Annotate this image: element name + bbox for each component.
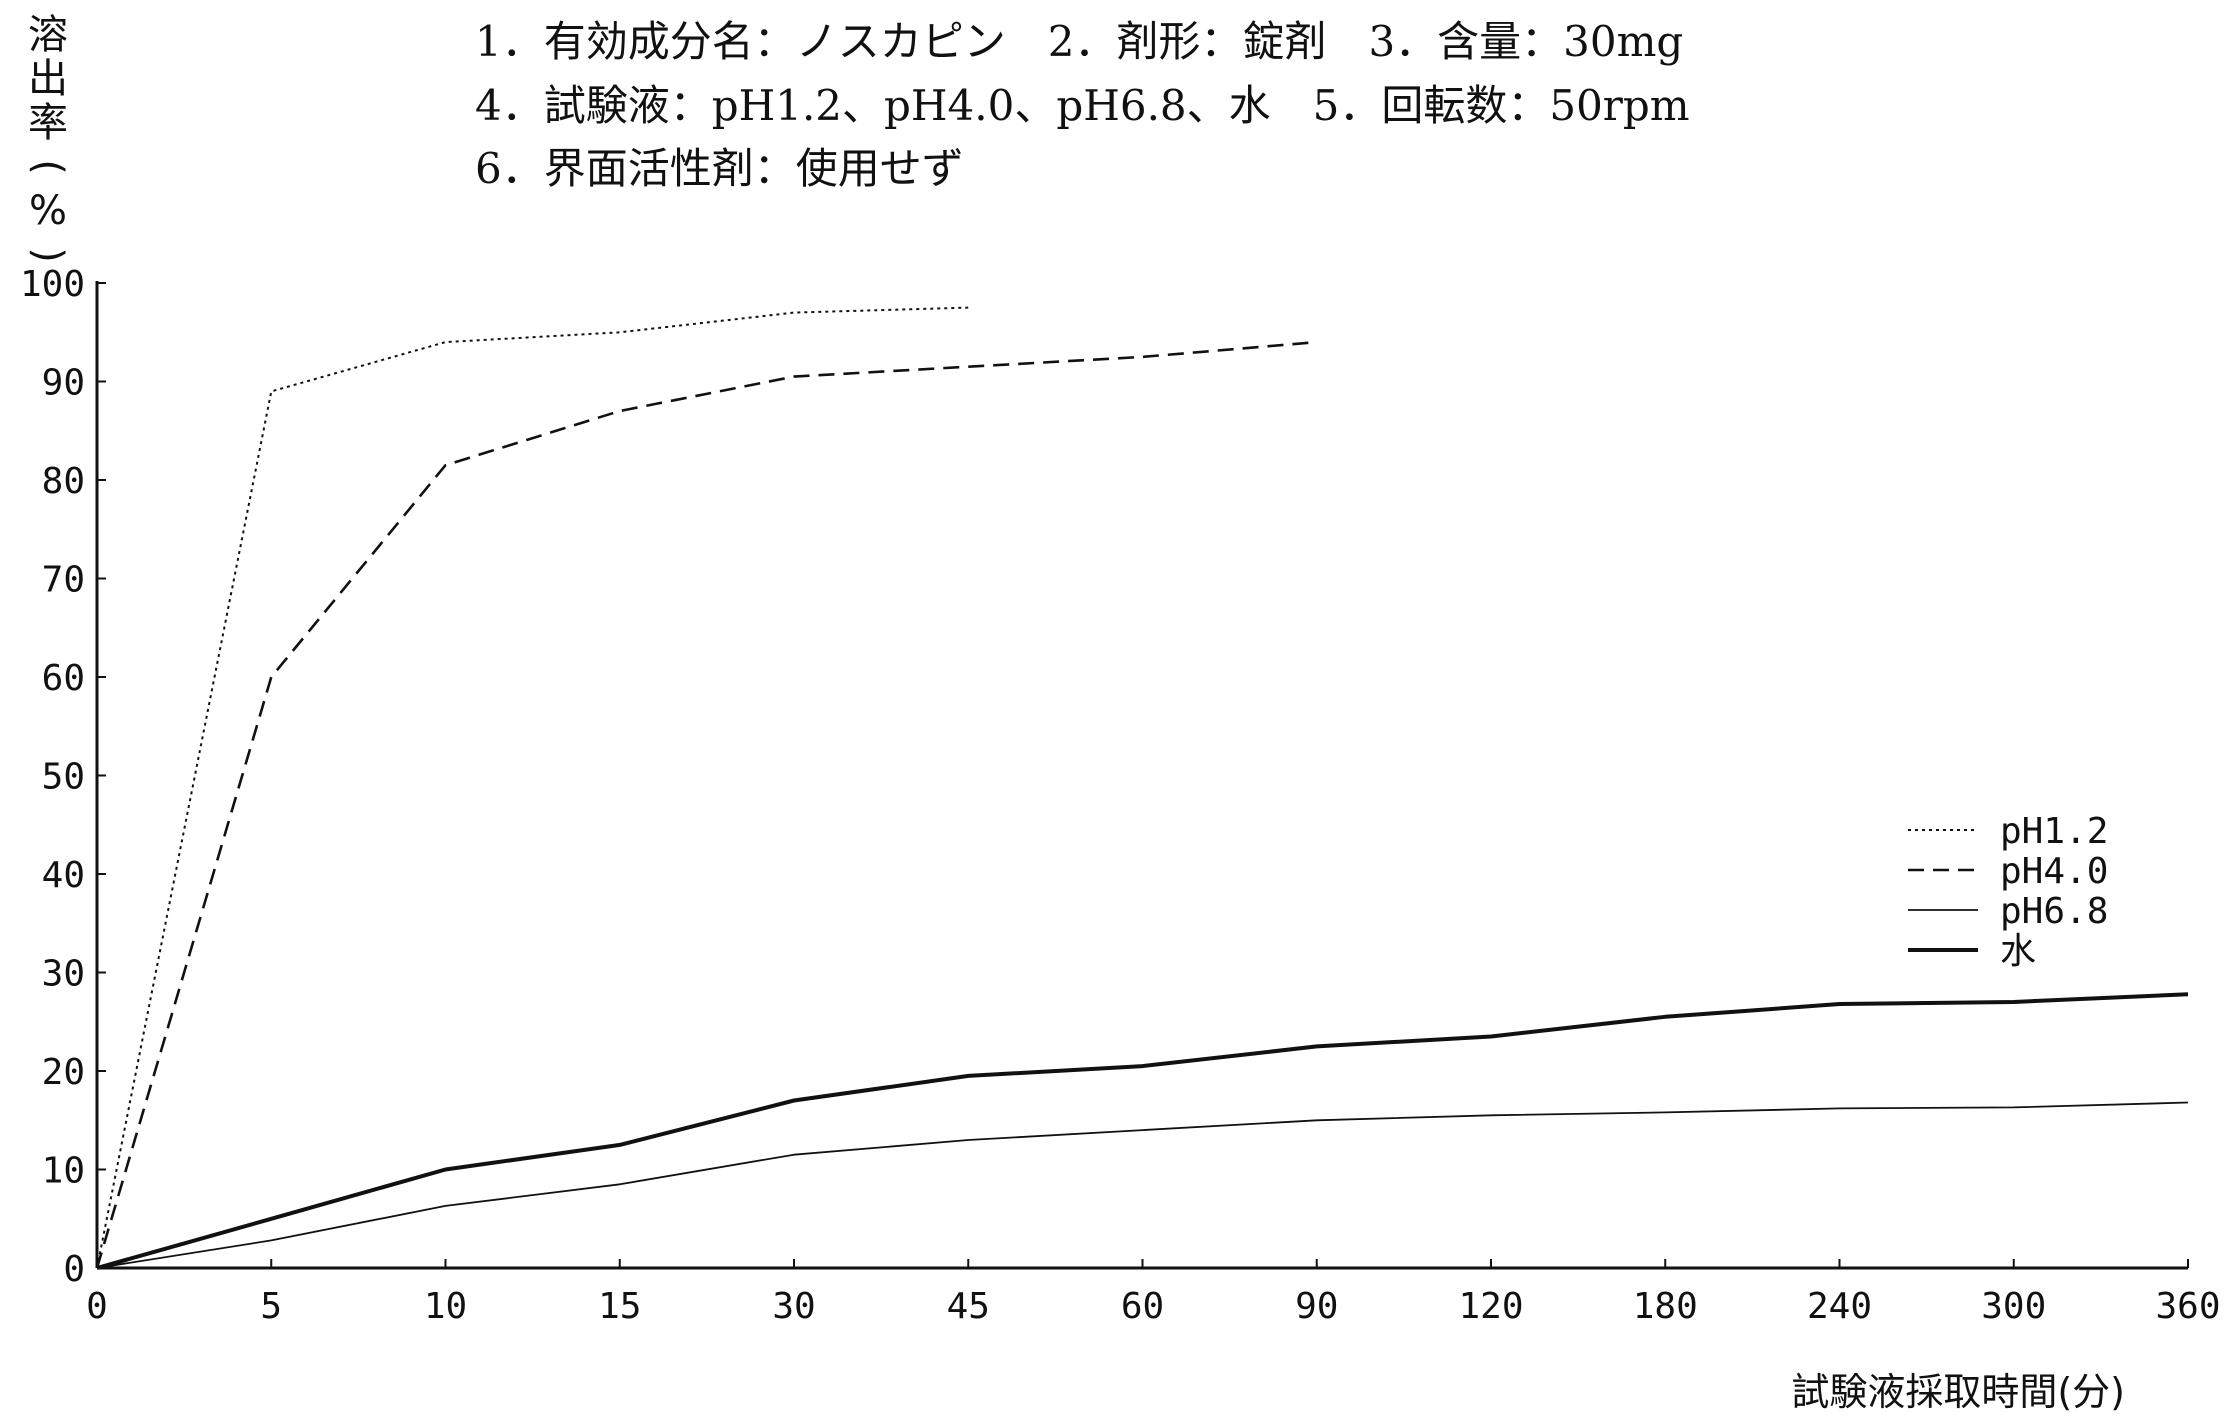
y-tick-label: 40 [42,855,85,896]
y-ticks: 0 10 20 30 40 50 60 70 80 90 100 [20,264,106,1290]
y-axis-label-char: % [29,188,67,234]
legend-label: pH6.8 [2000,891,2108,932]
series-line-pH6.8 [96,1101,2189,1269]
x-tick-label: 300 [1981,1286,2046,1327]
y-tick-label: 90 [42,363,85,404]
y-tick-label: 10 [42,1151,85,1192]
y-tick-label: 80 [42,461,85,502]
y-tick-label: 70 [42,560,85,601]
header-line-2: 4．試験液：pH1.2、pH4.0、pH6.8、水 5．回転数：50rpm [475,81,1690,130]
y-axis-label-char: ) [25,247,71,263]
x-tick-label: 5 [260,1286,282,1327]
x-tick-label: 45 [947,1286,990,1327]
x-tick-label: 0 [86,1286,108,1327]
x-tick-label: 60 [1121,1286,1164,1327]
y-tick-label: 20 [42,1052,85,1093]
x-tick-label: 10 [424,1286,467,1327]
y-tick-label: 30 [42,954,85,995]
legend-label: 水 [2000,931,2036,972]
y-tick-label: 60 [42,658,85,699]
y-tick-label: 0 [63,1249,85,1290]
y-axis-label: 溶出率 (%) [25,12,71,263]
y-axis-label-char: 出 [28,56,68,102]
axes [95,281,2188,1270]
header-line-1: 1．有効成分名：ノスカピン 2．剤形：錠剤 3．含量：30mg [475,17,1684,66]
header-line-3: 6．界面活性剤：使用せず [475,144,964,193]
series-line-pH1.2 [96,306,969,1269]
x-tick-label: 90 [1295,1286,1338,1327]
legend-label: pH4.0 [2000,851,2108,892]
y-axis-label-char: ( [25,159,71,175]
x-tick-label: 15 [598,1286,641,1327]
x-tick-label: 240 [1807,1286,1872,1327]
x-ticks: 0 5 10 15 30 45 60 90 120 180 240 300 360 [86,1259,2221,1327]
series-lines [95,306,2189,1270]
series-line-pH4.0 [95,340,1317,1269]
y-axis-label-char: 率 [28,100,68,146]
x-tick-label: 30 [772,1286,815,1327]
y-tick-label: 50 [42,757,85,798]
x-axis-label: 試験液採取時間(分) [1791,1370,2125,1414]
x-tick-label: 120 [1458,1286,1523,1327]
series-line-水 [96,992,2189,1270]
y-tick-label: 100 [20,264,85,305]
legend-label: pH1.2 [2000,811,2108,852]
x-tick-label: 180 [1633,1286,1698,1327]
y-axis-label-char: 溶 [28,12,68,58]
x-tick-label: 360 [2155,1286,2220,1327]
